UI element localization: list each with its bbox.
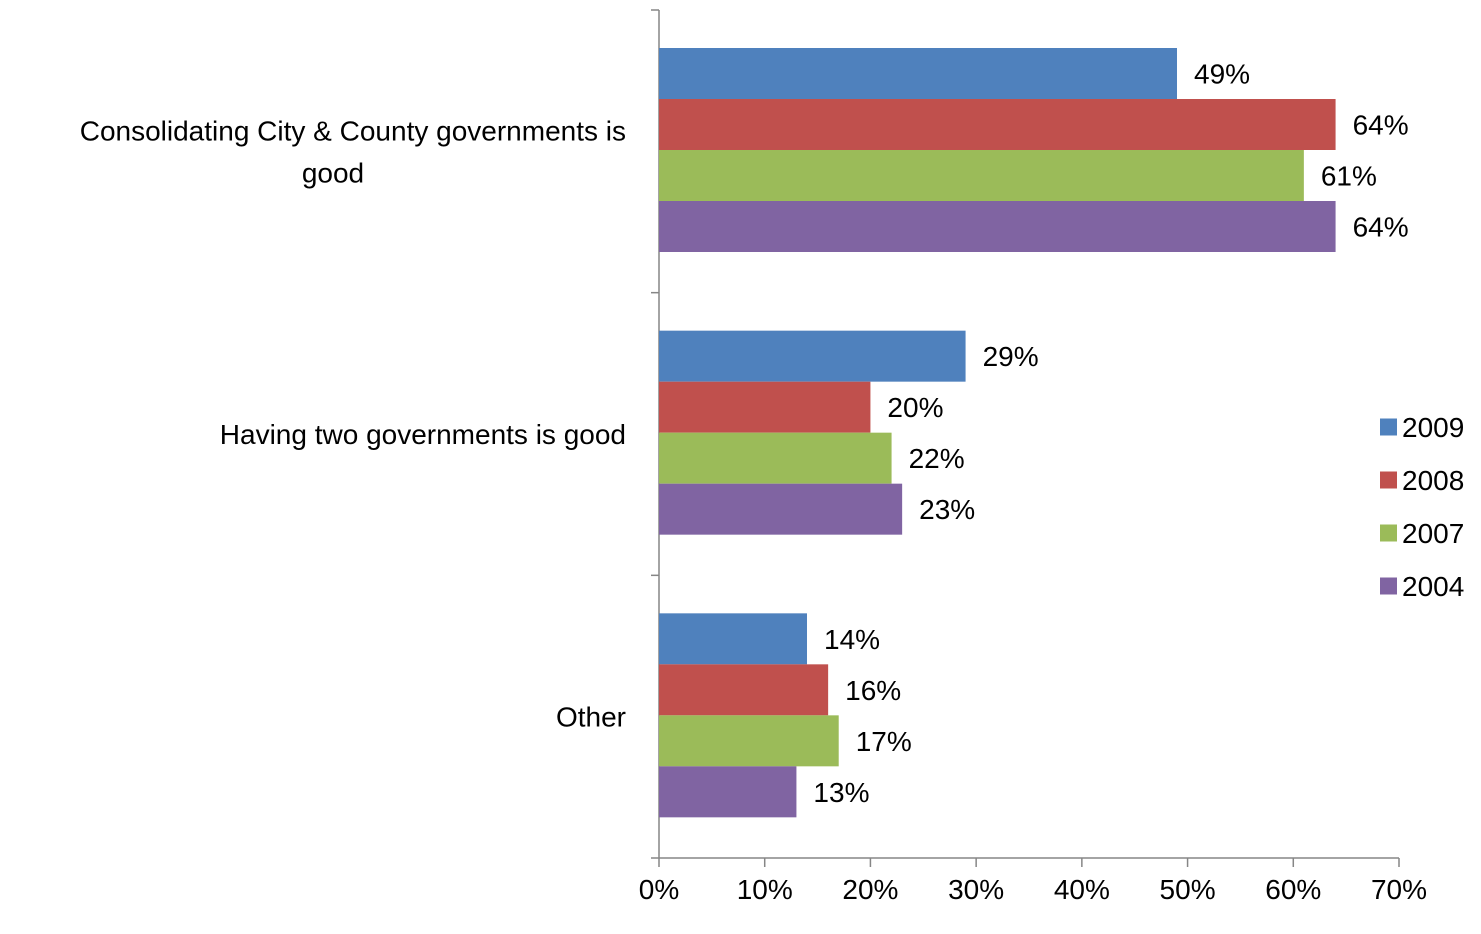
x-tick-label-1: 10% [737,874,793,905]
category-label-2: Other [556,702,626,733]
category-label-0-line-1: good [302,157,364,188]
x-tick-label-3: 30% [948,874,1004,905]
legend-label-2008: 2008 [1402,465,1464,496]
data-label-2007-cat-1: 22% [909,443,965,474]
category-label-0: Consolidating City & County governments … [80,115,626,188]
data-label-2004-cat-2: 13% [813,777,869,808]
data-label-2004-cat-0: 64% [1353,212,1409,243]
bar-2007-cat-1 [659,432,892,484]
bar-2009-cat-2 [659,613,807,665]
bar-2004-cat-0 [659,201,1336,252]
data-label-2009-cat-2: 14% [824,624,880,655]
data-label-2008-cat-2: 16% [845,675,901,706]
x-tick-label-2: 20% [842,874,898,905]
bar-2008-cat-2 [659,664,829,716]
data-label-2008-cat-0: 64% [1353,110,1409,141]
bar-2009-cat-1 [659,330,966,382]
legend-label-2009: 2009 [1402,412,1464,443]
legend-swatch-2009 [1380,418,1397,436]
bar-2009-cat-0 [659,48,1177,99]
legend-swatch-2007 [1380,524,1397,542]
bar-2004-cat-1 [659,483,903,535]
category-labels-group: Consolidating City & County governments … [80,115,626,732]
category-label-1: Having two governments is good [220,419,626,450]
data-label-2004-cat-1: 23% [919,494,975,525]
bar-2004-cat-2 [659,766,797,818]
data-label-2007-cat-0: 61% [1321,161,1377,192]
data-label-2009-cat-1: 29% [983,341,1039,372]
bar-2008-cat-0 [659,99,1336,150]
legend-label-2004: 2004 [1402,571,1464,602]
x-tick-label-0: 0% [639,874,679,905]
x-tick-label-5: 50% [1160,874,1216,905]
category-label-0-line-0: Consolidating City & County governments … [80,115,626,146]
x-tick-label-7: 70% [1371,874,1427,905]
data-label-2008-cat-1: 20% [887,392,943,423]
x-tick-label-4: 40% [1054,874,1110,905]
legend-swatch-2008 [1380,471,1397,489]
bar-2008-cat-1 [659,381,871,433]
data-label-2009-cat-0: 49% [1194,59,1250,90]
x-tick-label-6: 60% [1265,874,1321,905]
data-label-2007-cat-2: 17% [856,726,912,757]
legend: 2009 2008 2007 2004 [1380,412,1464,602]
data-labels-group: 49% 64% 61% 64% 29% 20% 22% 23% 14% 16% 17% 13% [813,59,1408,808]
tick-labels-group: 0% 10% 20% 30% 40% 50% 60% 70% [639,874,1427,905]
legend-swatch-2004 [1380,577,1397,595]
bar-2007-cat-2 [659,715,839,767]
legend-label-2007: 2007 [1402,518,1464,549]
bars-group [659,48,1336,818]
bar-2007-cat-0 [659,150,1304,201]
